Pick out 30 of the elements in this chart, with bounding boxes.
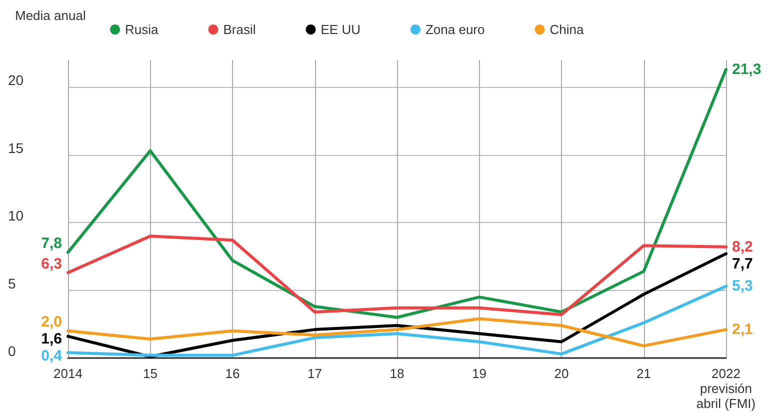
x-tick-label: 19	[472, 366, 486, 381]
data-label: 7,8	[41, 234, 62, 252]
x-tick-label: 17	[308, 366, 322, 381]
y-tick-label: 15	[8, 140, 24, 156]
y-tick-label: 20	[8, 72, 24, 88]
data-label: 2,1	[732, 321, 753, 338]
data-label: 21,3	[732, 60, 762, 78]
data-label: 2,0	[41, 314, 62, 330]
x-tick-label: 2014	[54, 366, 82, 381]
y-tick-label: 5	[8, 275, 16, 292]
x-tick-label: 2022 previsión abril (FMI)	[696, 366, 756, 411]
chart-title: Media anual	[15, 8, 86, 23]
data-label: 7,7	[732, 255, 753, 272]
x-tick-label: 20	[554, 366, 569, 381]
x-tick-label: 16	[225, 366, 240, 381]
legend-label: Rusia	[125, 22, 160, 37]
legend-label: China	[550, 22, 584, 37]
y-tick-label: 10	[8, 208, 24, 224]
legend-label: Zona euro	[425, 22, 485, 37]
data-label: 0,4	[41, 348, 63, 364]
data-label: 8,2	[732, 238, 753, 256]
y-tick-label: 0	[8, 343, 16, 359]
data-label: 1,6	[41, 330, 62, 348]
x-tick-label: 15	[143, 366, 158, 381]
legend-label: Brasil	[223, 22, 256, 37]
legend-label: EE UU	[320, 22, 360, 37]
x-tick-label: 21	[636, 366, 651, 381]
x-tick-label: 18	[390, 366, 404, 381]
data-label: 6,3	[41, 255, 62, 272]
data-label: 5,3	[732, 278, 753, 295]
